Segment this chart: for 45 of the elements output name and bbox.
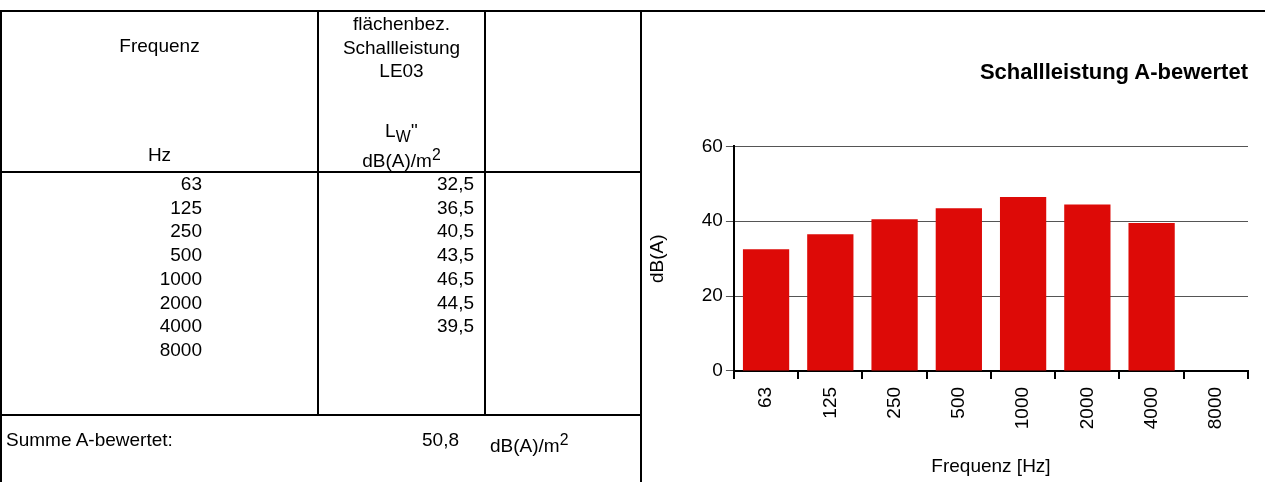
x-tick-label: 4000 (1139, 386, 1161, 430)
text: Hz (146, 143, 173, 167)
x-tick-label: 63 (754, 386, 776, 409)
text: 63 (179, 172, 202, 196)
bar (871, 219, 918, 371)
y-tick-label: 0 (712, 359, 723, 381)
bar (1064, 204, 1111, 371)
bar (1128, 223, 1175, 371)
text: 1000 (158, 266, 202, 291)
text: 500 (169, 243, 202, 267)
text: 39,5 (436, 314, 474, 338)
text: 125 (169, 195, 202, 220)
x-axis-title: Frequenz [Hz] (931, 454, 1051, 476)
y-axis-title: dB(A) (645, 234, 667, 283)
y-tick-label: 40 (701, 209, 723, 231)
bar (999, 196, 1047, 371)
text: flächenbez. Schallleistung LE03 (341, 12, 462, 84)
text: L$_{W}$'' (385, 120, 418, 145)
y-tick-label: 60 (701, 134, 723, 156)
x-tick-label: 8000 (1204, 386, 1226, 430)
text: dB(A)/m$^{2}$ (361, 145, 442, 174)
text: 50,8 (421, 428, 459, 452)
text: 46,5 (436, 266, 474, 291)
text: Frequenz (118, 34, 201, 58)
x-tick-label: 1000 (1011, 386, 1033, 430)
bar (935, 208, 982, 371)
text: 44,5 (436, 290, 474, 315)
text: 36,5 (436, 195, 474, 220)
chart-title: Schallleistung A-bewertet (979, 59, 1249, 85)
text: 250 (169, 219, 202, 244)
x-tick-label: 125 (818, 386, 840, 419)
text: 2000 (158, 290, 202, 315)
y-tick-label: 20 (701, 284, 723, 306)
bar (742, 249, 790, 371)
x-tick-label: 250 (882, 386, 904, 419)
text: 4000 (158, 314, 202, 338)
text: 40,5 (436, 219, 474, 244)
x-tick-label: 2000 (1075, 386, 1097, 430)
text: 8000 (158, 337, 202, 362)
text: dB(A)/m$^{2}$ (490, 430, 570, 459)
text: Summe A-bewertet: (6, 428, 174, 452)
bar (807, 234, 854, 371)
x-tick-label: 500 (947, 386, 969, 419)
text: 43,5 (436, 243, 474, 267)
text: 32,5 (436, 172, 474, 196)
